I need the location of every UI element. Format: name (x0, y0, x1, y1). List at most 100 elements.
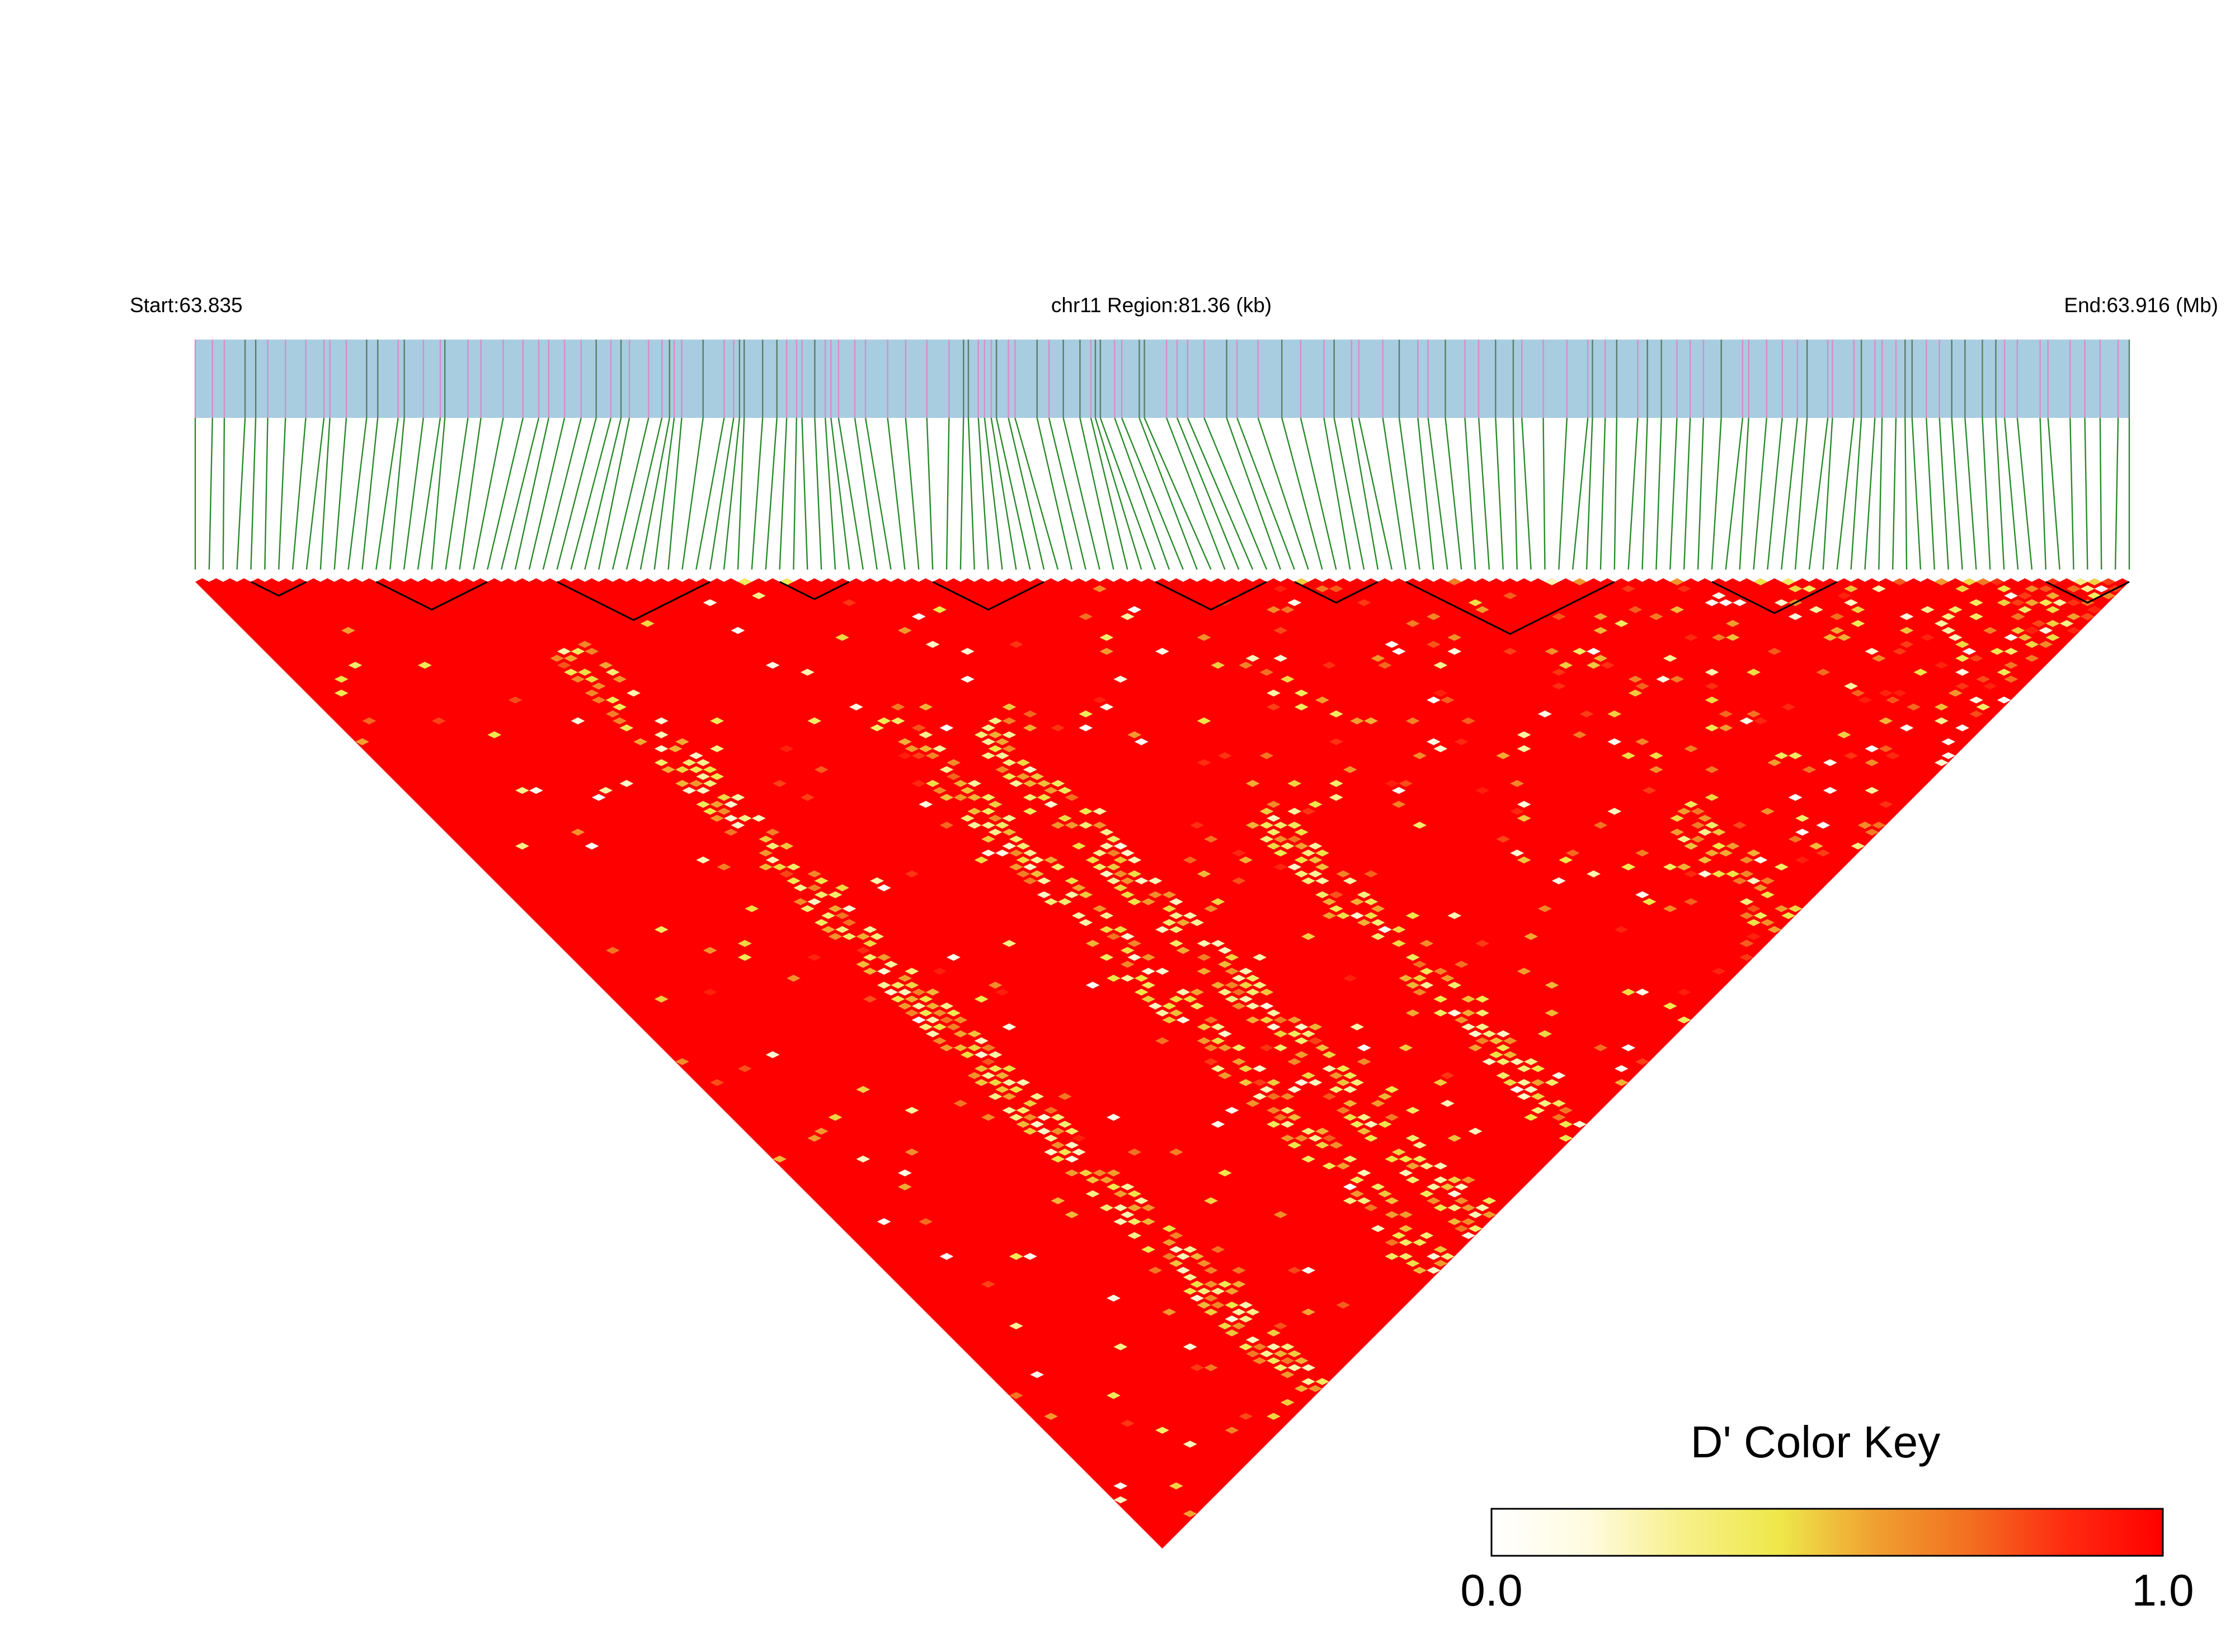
ld-cell (1267, 1329, 1281, 1336)
ld-cell (1009, 1114, 1023, 1121)
ld-cell (1760, 919, 1775, 926)
ld-cell (1308, 1385, 1323, 1392)
snp-connector (854, 417, 878, 570)
snp-connector (959, 417, 964, 570)
snp-connector (375, 417, 399, 570)
ld-cell (1733, 821, 1747, 829)
ld-cell (1955, 641, 1969, 648)
ld-cell (953, 1030, 968, 1038)
ld-cell (1795, 829, 1809, 836)
ld-cell (1893, 578, 1907, 586)
snp-connector (1850, 417, 1862, 570)
ld-cell (2031, 620, 2046, 627)
ld-cell (1767, 648, 1782, 655)
ld-cell (1259, 1003, 1274, 1010)
ld-cell (1698, 870, 1712, 878)
ld-cell (1614, 926, 1629, 933)
ld-cell (1336, 870, 1351, 878)
ld-cell (1475, 1204, 1489, 1212)
ld-cell (1287, 1141, 1302, 1149)
snp-connector (1358, 417, 1393, 570)
ld-cell (828, 933, 843, 940)
ld-cell (1475, 940, 1489, 947)
ld-cell (2101, 578, 2116, 586)
ld-cell (1475, 606, 1489, 613)
ld-cell (1698, 815, 1712, 822)
ld-cell (1461, 995, 1476, 1003)
ld-cell (1267, 1009, 1281, 1016)
ld-cell (1169, 1009, 1183, 1016)
ld-cell (870, 933, 884, 940)
haplotype-block-outline (779, 581, 850, 600)
ld-cell (1941, 738, 1956, 746)
ld-cell (1113, 1482, 1128, 1490)
ld-cell (995, 849, 1009, 857)
ld-cell (1002, 703, 1017, 710)
snp-connector (1627, 417, 1639, 570)
ld-cell (2067, 585, 2081, 592)
ld-cell (1183, 1273, 1197, 1281)
ld-cell (1120, 961, 1135, 968)
ld-cell (355, 738, 369, 746)
ld-cell (1920, 606, 1935, 613)
ld-cell (1440, 1100, 1455, 1107)
ld-cell (1788, 835, 1803, 843)
ld-cell (1663, 1003, 1677, 1010)
ld-cell (1788, 752, 1803, 760)
ld-cell (1405, 981, 1420, 989)
ld-cell (1419, 1162, 1434, 1170)
ld-cell (1551, 669, 1566, 676)
ld-cell (1377, 926, 1392, 933)
ld-cell (1204, 1267, 1218, 1274)
ld-cell (1259, 835, 1274, 843)
ld-cell (1725, 843, 1740, 850)
ld-cell (1433, 689, 1448, 697)
ld-cell (842, 919, 857, 926)
ld-cell (988, 829, 1003, 836)
ld-cell (1725, 634, 1740, 641)
ld-cell (1983, 683, 1997, 690)
ld-cell (939, 821, 954, 829)
ld-cell (814, 1127, 829, 1135)
ld-cell (1141, 981, 1156, 989)
ld-cell (710, 801, 724, 808)
ld-cell (835, 884, 849, 892)
ld-cell (981, 1072, 996, 1079)
ld-cell (1294, 1079, 1309, 1086)
ld-cell (1051, 1141, 1065, 1149)
ld-cell (1030, 1121, 1044, 1128)
ld-cell (675, 1058, 689, 1065)
snp-connector (2069, 417, 2074, 570)
ld-cell (1573, 1121, 1587, 1128)
ld-cell (1962, 648, 1977, 655)
ld-cell (1287, 599, 1302, 606)
snp-connector (611, 417, 650, 570)
ld-cell (1294, 856, 1309, 864)
snp-connector (1257, 417, 1309, 570)
ld-cell (1427, 738, 1441, 746)
ld-cell (1107, 835, 1121, 843)
ld-cell (710, 1079, 724, 1086)
ld-cell (1969, 655, 1983, 662)
ld-cell (1267, 1413, 1281, 1420)
ld-cell (1913, 669, 1928, 676)
ld-cell (2018, 592, 2032, 600)
snp-connector (1904, 417, 1908, 570)
ld-cell (967, 794, 982, 801)
ld-cell (1239, 1315, 1253, 1322)
ld-cell (1802, 766, 1817, 773)
ld-cell (1002, 1093, 1017, 1100)
ld-cell (1642, 787, 1657, 794)
ld-cell (1176, 919, 1191, 926)
haplotype-block-outline (1294, 581, 1378, 604)
ld-cell (1280, 675, 1295, 683)
ld-cell (1879, 801, 1893, 808)
ld-cell (1267, 1107, 1281, 1114)
snp-connector-lines (194, 417, 2130, 570)
ld-cell (1705, 696, 1719, 704)
ld-cell (1322, 661, 1337, 669)
ld-cell (1322, 1093, 1337, 1100)
ld-cell (1259, 989, 1274, 996)
ld-cell (1127, 898, 1142, 906)
ld-cell (1475, 787, 1489, 794)
